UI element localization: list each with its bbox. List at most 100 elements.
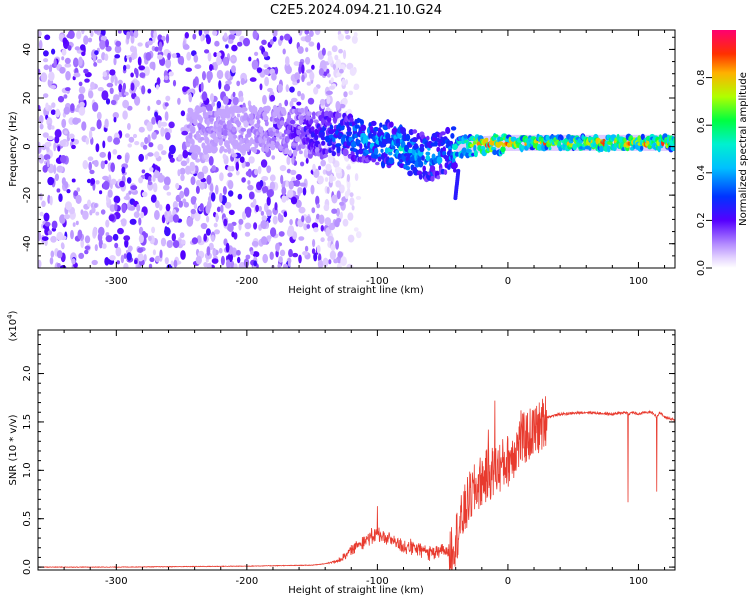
spectrogram-signal-cell [388, 157, 395, 165]
spectrogram-noise-cell [115, 40, 122, 47]
spectrogram-noise-cell [63, 94, 68, 99]
spectrogram-noise-cell [91, 259, 98, 266]
spectrogram-noise-cell [322, 169, 327, 175]
spectrogram-noise-cell [295, 174, 302, 181]
spectrogram-noise-cell [324, 177, 329, 182]
spectrogram-noise-cell [38, 259, 42, 268]
spectrogram-noise-cell [282, 48, 286, 55]
spectrogram-noise-cell [205, 228, 211, 236]
spectrogram-noise-cell [309, 71, 315, 81]
spectrogram-noise-cell [102, 175, 109, 181]
spectrogram-signal-cell [356, 139, 361, 144]
spectrogram-noise-cell [175, 182, 180, 190]
spectrogram-signal-cell [227, 146, 231, 154]
spectrogram-noise-cell [318, 214, 325, 225]
spectrogram-noise-cell [273, 30, 278, 37]
spectrogram-noise-cell [150, 30, 155, 38]
spectrogram-signal-cell [287, 114, 291, 120]
snr-multiplier-close: ) [8, 310, 19, 314]
spectrogram-noise-cell [90, 30, 94, 37]
spectrogram-noise-cell [232, 96, 239, 106]
snr-series [38, 396, 675, 570]
spectrogram-noise-cell [184, 32, 189, 39]
spectrogram-noise-cell [39, 211, 44, 217]
spectrogram-noise-cell [235, 161, 239, 171]
spectrogram-noise-cell [71, 178, 76, 183]
spectrogram-signal-cell [249, 119, 255, 125]
spectrogram-signal-cell [311, 111, 316, 117]
spectrogram-noise-cell [185, 165, 191, 175]
spectrogram-signal-cell [323, 153, 329, 158]
spectrogram-noise-cell [287, 189, 294, 198]
spectrogram-noise-cell [104, 118, 109, 129]
spectrogram-noise-cell [277, 83, 283, 93]
spectrogram-signal-cell [453, 168, 457, 173]
spectrogram-noise-cell [196, 235, 202, 244]
spectrogram-noise-cell [300, 93, 305, 101]
spectrogram-noise-cell [296, 101, 302, 106]
spectrogram-noise-cell [309, 30, 314, 37]
spectrogram-noise-cell [183, 201, 189, 208]
spectrogram-noise-cell [81, 51, 86, 57]
spectrogram-noise-cell [78, 86, 86, 94]
spectrogram-noise-cell [225, 80, 232, 85]
spectrogram-noise-cell [207, 196, 212, 203]
spectrogram-noise-cell [195, 185, 200, 194]
spectrogram-noise-cell [95, 143, 100, 153]
spectrogram-signal-cell [190, 126, 196, 134]
spectrogram-signal-cell [434, 140, 438, 147]
spectrogram-signal-cell [606, 145, 611, 153]
spectrogram-noise-cell [38, 144, 42, 154]
spectrogram-noise-cell [114, 242, 119, 249]
spectrogram-noise-cell [93, 159, 99, 168]
spectrogram-signal-cell [375, 161, 380, 166]
spectrogram-noise-cell [345, 79, 348, 85]
spectrogram-signal-cell [672, 137, 675, 144]
spectrogram-noise-cell [353, 32, 358, 37]
spectrogram-signal-cell [418, 173, 423, 180]
spectrogram-noise-cell [44, 34, 51, 41]
snr-y-ticks: 0.0 0.5 1.0 1.5 2.0 [22, 334, 675, 575]
spectrogram-noise-cell [262, 253, 269, 264]
spectrogram-noise-cell [112, 149, 118, 155]
spectrogram-noise-cell [285, 84, 289, 93]
spectrogram-noise-cell [116, 260, 120, 265]
spectrogram-noise-cell [261, 39, 267, 45]
spectrogram-noise-cell [55, 108, 61, 118]
spectrogram-noise-cell [233, 263, 238, 268]
spectrogram-noise-cell [160, 121, 168, 127]
spectrogram-noise-cell [152, 249, 156, 256]
spectrogram-noise-cell [227, 172, 233, 178]
spectrogram-halo-cell [474, 137, 477, 153]
spectrogram-noise-cell [216, 52, 222, 58]
spectrogram-noise-cell [87, 199, 91, 207]
spectrogram-noise-cell [335, 100, 341, 111]
spectrogram-noise-cell [327, 153, 334, 164]
y-tick-label: -40 [22, 236, 33, 252]
spectrogram-noise-cell [47, 123, 53, 130]
spectrogram-noise-cell [41, 144, 47, 151]
spectrogram-noise-cell [222, 186, 227, 195]
spectrogram-noise-cell [152, 61, 156, 71]
spectrogram-noise-cell [226, 259, 231, 268]
spectrogram-signal-cell [346, 126, 352, 133]
spectrogram-signal-cell [246, 128, 252, 135]
spectrogram-noise-cell [319, 60, 327, 70]
spectrogram-noise-cell [105, 98, 111, 105]
spectrogram-noise-cell [114, 54, 121, 59]
spectrogram-noise-cell [149, 257, 155, 263]
spectrogram-noise-cell [259, 83, 263, 91]
spectrogram-noise-cell [319, 98, 326, 106]
spectrogram-noise-cell [95, 211, 100, 216]
spectrogram-halo-cell [519, 134, 523, 151]
spectrogram-noise-cell [209, 183, 214, 193]
spectrogram-noise-cell [213, 222, 218, 228]
spectrogram-noise-cell [348, 90, 354, 96]
spectrogram-noise-cell [151, 226, 156, 234]
spectrogram-noise-cell [99, 190, 103, 195]
spectrogram-noise-cell [298, 236, 305, 241]
spectrogram-noise-cell [180, 160, 188, 167]
spectrogram-noise-cell [168, 144, 176, 155]
spectrogram-noise-cell [258, 205, 263, 212]
spectrogram-noise-cell [326, 68, 330, 75]
